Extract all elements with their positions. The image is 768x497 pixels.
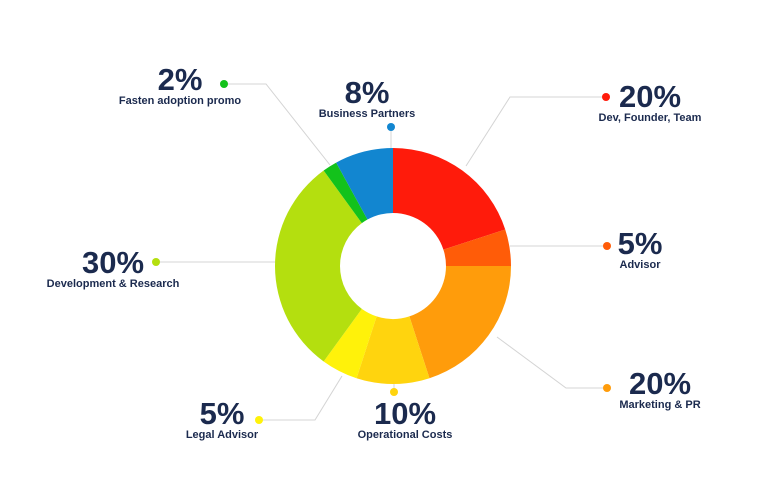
value-label: 20% bbox=[619, 79, 681, 114]
value-label: 20% bbox=[629, 366, 691, 401]
slice bbox=[443, 229, 511, 266]
slice bbox=[356, 316, 430, 384]
slice bbox=[393, 148, 506, 250]
legend-dot bbox=[390, 388, 398, 396]
legend-dot bbox=[387, 123, 395, 131]
category-label: Dev, Founder, Team bbox=[599, 112, 702, 124]
category-label: Development & Research bbox=[47, 278, 180, 290]
category-label: Marketing & PR bbox=[619, 399, 700, 411]
slice bbox=[274, 170, 362, 362]
leader-line bbox=[259, 375, 343, 421]
value-label: 10% bbox=[374, 396, 436, 431]
leader-line bbox=[465, 96, 606, 167]
legend-dot bbox=[603, 384, 611, 392]
leader-line bbox=[496, 336, 607, 389]
value-label: 30% bbox=[82, 245, 144, 280]
slice bbox=[323, 162, 368, 224]
slice bbox=[409, 266, 511, 379]
leader-line bbox=[224, 83, 331, 166]
category-label: Business Partners bbox=[319, 108, 416, 120]
category-label: Advisor bbox=[620, 259, 662, 271]
category-label: Fasten adoption promo bbox=[119, 95, 242, 107]
legend-dot bbox=[220, 80, 228, 88]
value-label: 5% bbox=[200, 396, 245, 431]
category-label: Legal Advisor bbox=[186, 429, 259, 441]
legend-dot bbox=[255, 416, 263, 424]
value-label: 5% bbox=[618, 226, 663, 261]
slice bbox=[323, 308, 377, 379]
legend-dot bbox=[603, 242, 611, 250]
value-label: 8% bbox=[345, 75, 390, 110]
legend-dot bbox=[152, 258, 160, 266]
legend-dot bbox=[602, 93, 610, 101]
category-label: Operational Costs bbox=[358, 429, 453, 441]
slice bbox=[336, 148, 393, 220]
value-label: 2% bbox=[158, 62, 203, 97]
